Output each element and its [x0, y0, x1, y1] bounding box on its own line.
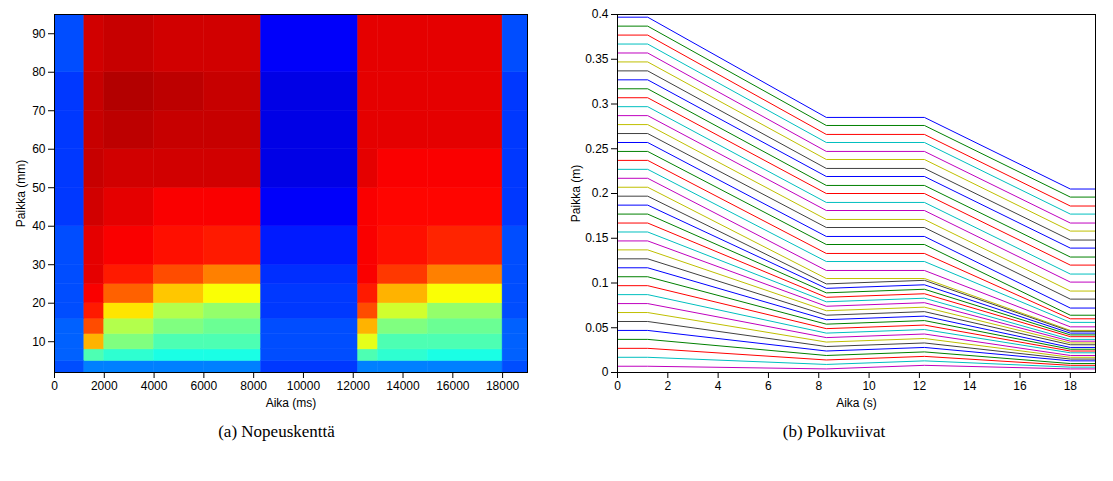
- svg-text:Paikka (m): Paikka (m): [569, 165, 583, 222]
- svg-text:40: 40: [32, 219, 46, 233]
- svg-text:70: 70: [32, 104, 46, 118]
- svg-text:60: 60: [32, 142, 46, 156]
- svg-text:80: 80: [32, 65, 46, 79]
- svg-text:6: 6: [765, 379, 772, 393]
- svg-text:14000: 14000: [386, 379, 420, 393]
- svg-text:0.2: 0.2: [592, 186, 609, 200]
- svg-text:20: 20: [32, 296, 46, 310]
- svg-text:0.4: 0.4: [592, 7, 609, 21]
- svg-text:0.1: 0.1: [592, 276, 609, 290]
- svg-text:4000: 4000: [141, 379, 168, 393]
- svg-text:14: 14: [963, 379, 977, 393]
- svg-text:30: 30: [32, 258, 46, 272]
- svg-text:0.15: 0.15: [585, 231, 609, 245]
- svg-text:12000: 12000: [337, 379, 371, 393]
- svg-text:Aika (s): Aika (s): [836, 396, 877, 410]
- svg-text:18: 18: [1064, 379, 1078, 393]
- svg-text:2000: 2000: [91, 379, 118, 393]
- svg-text:8: 8: [815, 379, 822, 393]
- svg-text:16000: 16000: [436, 379, 470, 393]
- svg-text:Paikka (mm): Paikka (mm): [14, 160, 28, 227]
- svg-text:16: 16: [1013, 379, 1027, 393]
- svg-text:4: 4: [715, 379, 722, 393]
- svg-text:50: 50: [32, 181, 46, 195]
- svg-text:0: 0: [51, 379, 58, 393]
- svg-text:12: 12: [913, 379, 927, 393]
- svg-text:0: 0: [614, 379, 621, 393]
- svg-text:10: 10: [32, 335, 46, 349]
- svg-text:Aika (ms): Aika (ms): [266, 396, 317, 410]
- svg-text:0: 0: [602, 365, 609, 379]
- svg-text:0.3: 0.3: [592, 97, 609, 111]
- svg-text:0.35: 0.35: [585, 52, 609, 66]
- svg-text:6000: 6000: [191, 379, 218, 393]
- svg-text:10: 10: [862, 379, 876, 393]
- svg-text:90: 90: [32, 27, 46, 41]
- html-text:(b) Polkuviivat: (b) Polkuviivat: [782, 422, 886, 441]
- svg-text:0.25: 0.25: [585, 142, 609, 156]
- html-text:(a) Nopeuskenttä: (a) Nopeuskenttä: [218, 422, 335, 441]
- svg-text:8000: 8000: [240, 379, 267, 393]
- svg-text:0.05: 0.05: [585, 321, 609, 335]
- svg-text:2: 2: [664, 379, 671, 393]
- svg-text:18000: 18000: [486, 379, 520, 393]
- svg-text:10000: 10000: [287, 379, 321, 393]
